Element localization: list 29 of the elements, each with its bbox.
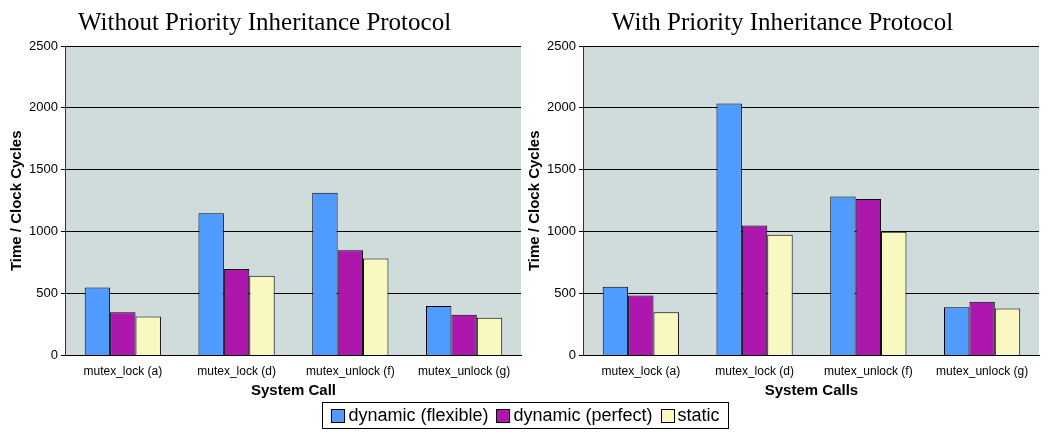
y-axis-title: Time / Clock Cycles <box>525 130 543 272</box>
y-tick-label: 500 <box>36 285 58 301</box>
y-tick-label: 2000 <box>547 99 576 115</box>
y-tick-label: 1500 <box>547 161 576 177</box>
x-tick-label: mutex_lock (d) <box>715 364 794 379</box>
y-tick-label: 0 <box>568 347 576 363</box>
x-axis-title: System Calls <box>764 381 859 399</box>
legend-label: dynamic (flexible) <box>348 405 489 426</box>
x-tick-label: mutex_unlock (g) <box>936 364 1029 379</box>
x-tick-label: mutex_unlock (g) <box>418 364 511 379</box>
y-tick-label: 1500 <box>29 161 58 177</box>
chart-title: With Priority Inheritance Protocol <box>611 7 954 35</box>
x-tick-label: mutex_lock (d) <box>197 364 276 379</box>
x-tick-label: mutex_unlock (f) <box>823 364 913 379</box>
x-tick-label: mutex_unlock (f) <box>305 364 395 379</box>
y-tick-label: 2500 <box>29 37 58 53</box>
legend-label: static <box>677 405 720 426</box>
x-axis-title: System Call <box>250 381 336 399</box>
y-tick-label: 0 <box>50 347 58 363</box>
y-tick-label: 1000 <box>547 223 576 239</box>
y-tick-label: 500 <box>554 285 576 301</box>
legend-label: dynamic (perfect) <box>513 405 653 426</box>
x-tick-label: mutex_lock (a) <box>83 364 163 379</box>
y-axis-title: Time / Clock Cycles <box>7 130 25 272</box>
y-tick-label: 2500 <box>547 37 576 53</box>
chart-title: Without Priority Inheritance Protocol <box>77 7 452 35</box>
x-tick-label: mutex_lock (a) <box>601 364 681 379</box>
y-tick-label: 1000 <box>29 223 58 239</box>
y-tick-label: 2000 <box>29 99 58 115</box>
